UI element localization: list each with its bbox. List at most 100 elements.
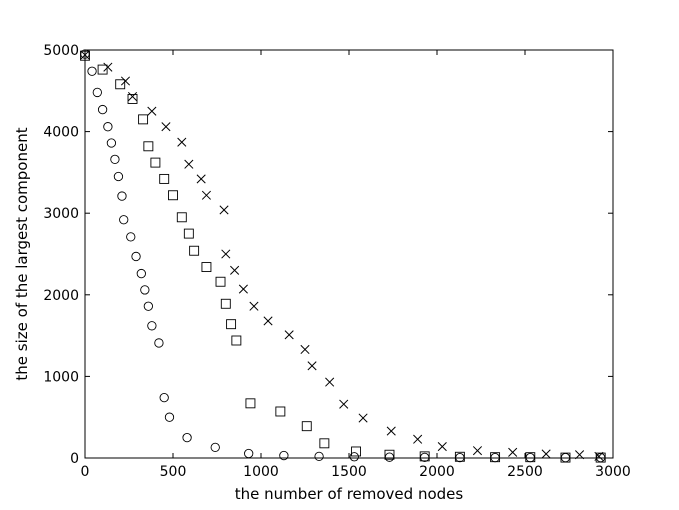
x-point: [184, 159, 194, 169]
square-point: [127, 94, 138, 104]
x-point-stroke: [575, 450, 585, 460]
x-point-stroke: [263, 316, 273, 326]
x-point-stroke: [594, 451, 604, 461]
square-point: [189, 245, 200, 256]
circle-point: [210, 442, 220, 453]
square-point: [245, 398, 256, 409]
y-tick-label: 0: [70, 451, 79, 467]
x-point-stroke: [508, 447, 518, 457]
x-point: [196, 174, 206, 184]
x-point-stroke: [161, 122, 171, 132]
circle-point: [110, 154, 120, 164]
circle-point: [140, 285, 150, 295]
x-point: [219, 205, 229, 215]
square-point: [490, 452, 501, 463]
square-point: [80, 50, 90, 61]
x-point: [177, 137, 187, 147]
square-point: [275, 406, 286, 417]
x-point: [221, 249, 231, 259]
plot-frame: [84, 49, 614, 459]
x-tick-label: 500: [160, 464, 187, 480]
x-point-stroke: [219, 205, 229, 215]
x-point: [437, 442, 447, 452]
circle-point: [117, 191, 127, 201]
square-point: [560, 452, 571, 463]
x-point-stroke: [284, 330, 294, 340]
x-point-stroke: [120, 76, 131, 86]
x-point-stroke: [147, 106, 157, 116]
x-point-stroke: [249, 301, 259, 311]
x-point-stroke: [437, 442, 447, 452]
square-point: [138, 114, 149, 125]
square-point: [143, 141, 154, 152]
x-point: [161, 122, 171, 132]
square-point: [419, 451, 430, 462]
circle-point: [182, 432, 192, 443]
x-point-stroke: [103, 62, 113, 72]
x-point: [307, 361, 317, 371]
circle-point: [97, 104, 108, 115]
x-point-stroke: [386, 426, 396, 436]
axis-ticks: 0 500 1000 1500 2000 2500 3000 0 1000 2000 3000 400…: [43, 43, 630, 480]
circle-point: [384, 452, 395, 462]
circle-point: [349, 452, 359, 462]
circle-point: [87, 66, 97, 76]
square-point: [384, 449, 395, 460]
x-tick-label: 2500: [507, 464, 543, 480]
square-point: [150, 157, 161, 168]
x-point-stroke: [177, 137, 187, 147]
square-point: [525, 452, 536, 463]
x-point-stroke: [80, 50, 90, 60]
y-tick-label: 3000: [43, 206, 79, 222]
x-point: [201, 190, 211, 200]
x-point: [594, 451, 604, 461]
circle-point: [420, 452, 430, 462]
x-point: [413, 434, 423, 444]
x-point: [284, 330, 294, 340]
x-point: [127, 91, 138, 102]
square-point: [168, 190, 178, 201]
circle-point: [119, 215, 129, 225]
circle-point: [314, 451, 324, 462]
x-point-stroke: [196, 174, 206, 184]
circle-point: [143, 301, 154, 311]
x-tick-label: 3000: [595, 464, 631, 480]
data-points: [80, 49, 606, 463]
x-point-stroke: [184, 159, 194, 169]
square-point: [231, 335, 242, 346]
x-point: [80, 50, 90, 60]
circle-point: [154, 338, 164, 348]
square-point: [319, 438, 330, 449]
x-point: [339, 399, 349, 409]
x-point-stroke: [541, 449, 551, 459]
x-point: [541, 449, 551, 459]
square-point: [220, 298, 231, 309]
x-point: [472, 446, 483, 456]
circle-point: [106, 138, 117, 148]
x-point: [147, 106, 157, 116]
x-point: [120, 76, 131, 86]
circle-point: [131, 251, 141, 262]
square-point: [159, 173, 170, 184]
x-point-stroke: [307, 361, 317, 371]
square-point: [176, 212, 187, 223]
square-point: [115, 79, 126, 90]
x-point: [249, 301, 259, 311]
x-point-stroke: [325, 377, 335, 387]
x-point-stroke: [221, 249, 231, 259]
y-tick-label: 2000: [43, 288, 79, 304]
x-point: [508, 447, 518, 457]
x-point-stroke: [339, 399, 349, 409]
square-point: [454, 451, 465, 462]
circle-point: [164, 412, 175, 422]
x-tick-label: 0: [81, 464, 90, 480]
x-tick-label: 2000: [419, 464, 455, 480]
square-point: [215, 276, 226, 287]
x-point-stroke: [230, 265, 240, 275]
circle-point: [126, 232, 136, 242]
circle-point: [113, 171, 124, 182]
y-tick-label: 5000: [43, 43, 79, 59]
square-point: [183, 228, 194, 239]
x-point: [325, 377, 335, 387]
x-point: [575, 450, 585, 460]
